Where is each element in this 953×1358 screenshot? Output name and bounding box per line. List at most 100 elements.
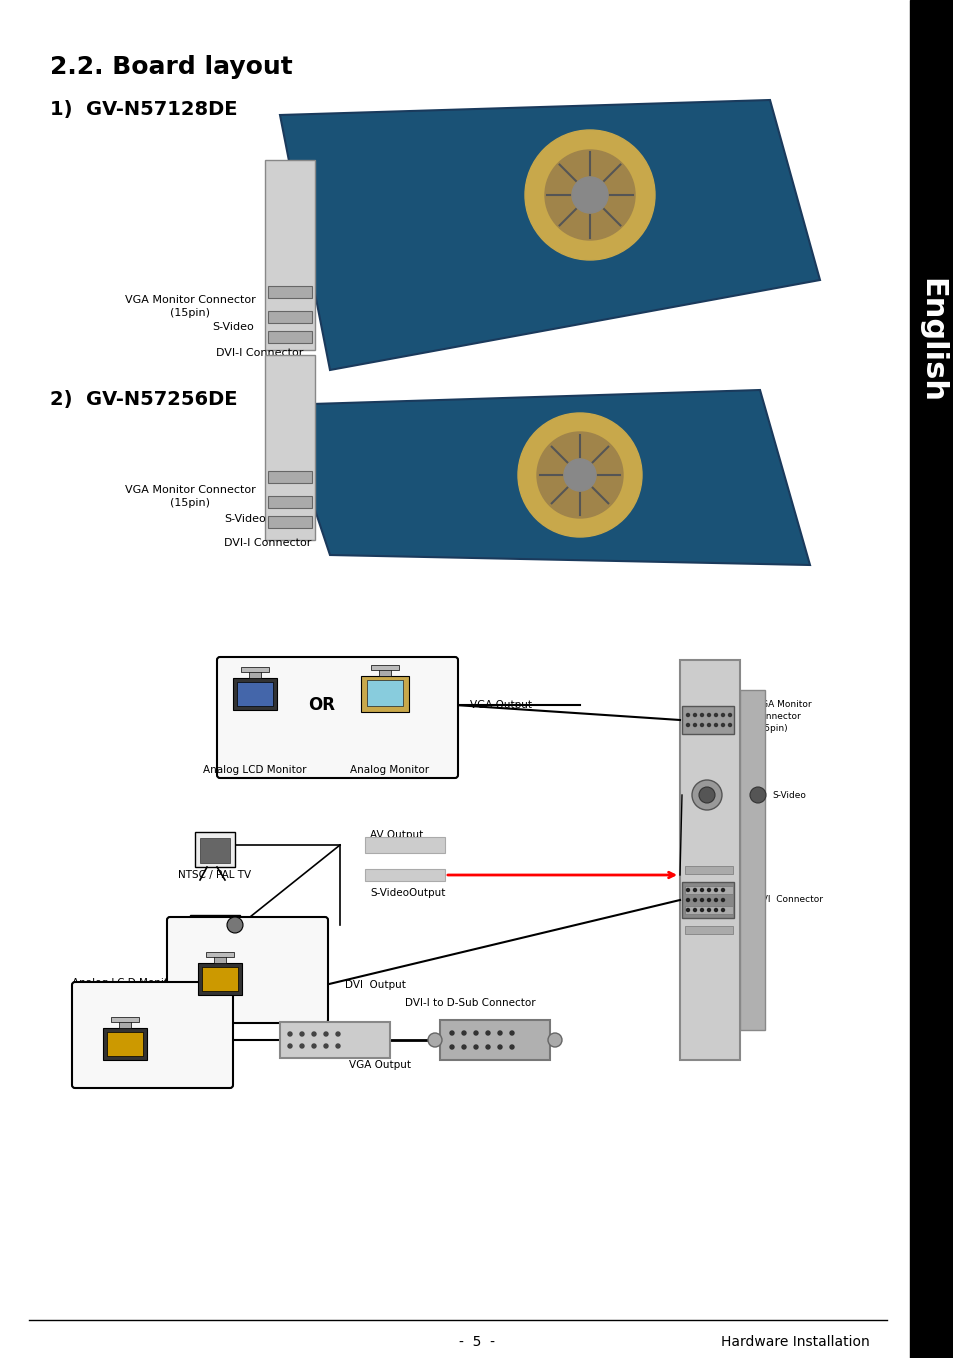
Bar <box>268 331 312 344</box>
Text: 2)  GV-N57256DE: 2) GV-N57256DE <box>50 390 237 409</box>
Bar <box>684 926 732 934</box>
Circle shape <box>693 909 696 911</box>
Circle shape <box>707 724 710 727</box>
Text: (15pin): (15pin) <box>170 498 210 508</box>
Bar <box>268 496 312 508</box>
Circle shape <box>714 899 717 902</box>
Text: 1)  GV-N57128DE: 1) GV-N57128DE <box>50 100 237 120</box>
Circle shape <box>485 1031 490 1035</box>
Circle shape <box>686 899 689 902</box>
Circle shape <box>544 149 635 240</box>
Circle shape <box>693 888 696 891</box>
Circle shape <box>510 1046 514 1048</box>
Bar <box>194 832 234 866</box>
Bar <box>107 1032 143 1057</box>
Text: Digital LCD Monitor: Digital LCD Monitor <box>199 970 300 980</box>
Bar <box>119 1020 131 1028</box>
Circle shape <box>714 724 717 727</box>
Polygon shape <box>280 390 809 565</box>
Circle shape <box>693 899 696 902</box>
Bar <box>206 952 233 957</box>
Text: DVI  Output: DVI Output <box>345 980 405 990</box>
Text: -  5  -: - 5 - <box>458 1335 495 1348</box>
Circle shape <box>707 888 710 891</box>
Bar <box>371 665 398 669</box>
Bar <box>190 915 240 937</box>
Bar <box>213 955 226 963</box>
Text: AV Output: AV Output <box>370 830 423 841</box>
Bar <box>367 680 402 706</box>
Bar <box>198 963 242 995</box>
Bar <box>236 682 273 706</box>
Text: DVI-I to D-Sub Connector: DVI-I to D-Sub Connector <box>404 998 535 1008</box>
Bar <box>280 1023 390 1058</box>
Text: (15pin): (15pin) <box>170 308 210 318</box>
Bar <box>268 287 312 297</box>
Circle shape <box>707 899 710 902</box>
Circle shape <box>324 1032 328 1036</box>
Bar <box>265 160 314 350</box>
Text: VGA Output: VGA Output <box>470 699 532 710</box>
Circle shape <box>227 917 243 933</box>
Text: Analog Monitor: Analog Monitor <box>350 765 429 775</box>
Circle shape <box>474 1031 477 1035</box>
Text: Connector: Connector <box>754 712 801 721</box>
Circle shape <box>563 459 596 492</box>
Text: NTSC / PAL TV: NTSC / PAL TV <box>178 870 252 880</box>
Circle shape <box>693 724 696 727</box>
Bar <box>268 311 312 323</box>
Circle shape <box>335 1044 339 1048</box>
Circle shape <box>461 1031 465 1035</box>
Circle shape <box>700 909 702 911</box>
Circle shape <box>700 899 702 902</box>
Circle shape <box>517 413 641 536</box>
Text: DVI-I Connector: DVI-I Connector <box>224 538 312 549</box>
Circle shape <box>749 788 765 803</box>
Text: (15pin): (15pin) <box>754 724 787 733</box>
Circle shape <box>686 724 689 727</box>
Text: OR: OR <box>308 697 335 714</box>
Circle shape <box>728 713 731 717</box>
Bar <box>241 667 269 672</box>
Text: S-Video: S-Video <box>771 790 805 800</box>
Circle shape <box>707 713 710 717</box>
Circle shape <box>720 713 723 717</box>
Circle shape <box>510 1031 514 1035</box>
Text: DVI-I Connector: DVI-I Connector <box>216 348 303 359</box>
Bar <box>365 837 444 853</box>
Text: S-Video: S-Video <box>224 513 266 524</box>
Bar <box>679 660 740 1061</box>
Circle shape <box>312 1032 315 1036</box>
Circle shape <box>299 1044 304 1048</box>
Circle shape <box>288 1044 292 1048</box>
Circle shape <box>450 1031 454 1035</box>
Text: Analog LC D Monitor: Analog LC D Monitor <box>71 978 178 989</box>
Circle shape <box>686 713 689 717</box>
Circle shape <box>720 899 723 902</box>
Circle shape <box>700 888 702 891</box>
Bar <box>684 885 732 894</box>
FancyBboxPatch shape <box>216 657 457 778</box>
Bar <box>681 881 733 918</box>
Text: VGA Monitor Connector: VGA Monitor Connector <box>125 295 255 306</box>
Circle shape <box>497 1046 501 1048</box>
Circle shape <box>691 779 721 809</box>
Circle shape <box>537 432 622 517</box>
Bar <box>365 869 444 881</box>
Bar <box>200 838 230 862</box>
Circle shape <box>720 724 723 727</box>
Circle shape <box>324 1044 328 1048</box>
Circle shape <box>707 909 710 911</box>
Bar <box>740 690 764 1029</box>
Circle shape <box>474 1046 477 1048</box>
Circle shape <box>335 1032 339 1036</box>
Circle shape <box>714 909 717 911</box>
Circle shape <box>700 713 702 717</box>
Circle shape <box>461 1046 465 1048</box>
Bar <box>909 0 953 1358</box>
Text: S-VideoOutput: S-VideoOutput <box>370 888 445 898</box>
Bar <box>684 906 732 914</box>
Circle shape <box>450 1046 454 1048</box>
Bar <box>202 967 237 991</box>
Bar <box>360 676 409 712</box>
